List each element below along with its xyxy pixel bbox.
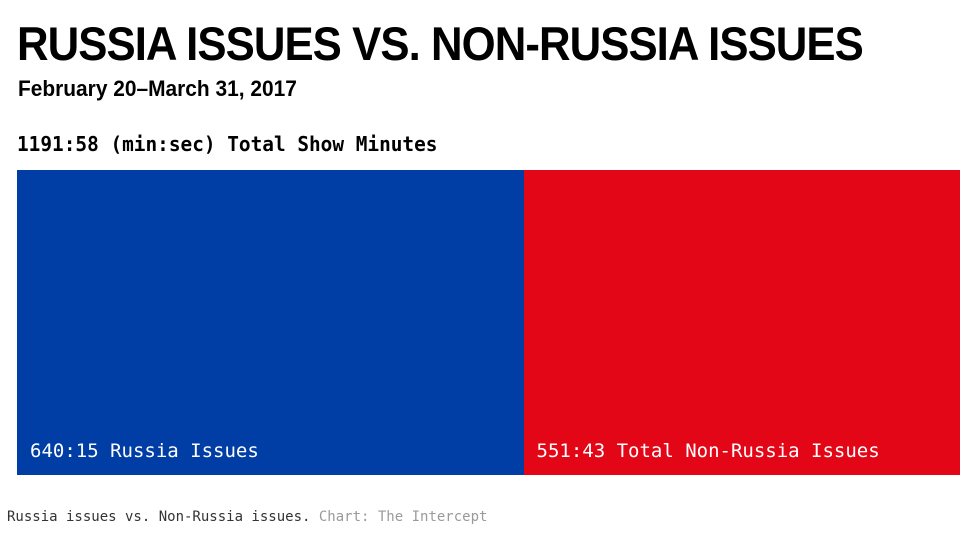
- total-minutes-label: 1191:58 (min:sec) Total Show Minutes: [17, 132, 438, 156]
- segment-non-russia-issues: 551:43 Total Non-Russia Issues: [523, 170, 960, 475]
- segment-russia-issues-label: 640:15 Russia Issues: [30, 440, 259, 462]
- chart-title: RUSSIA ISSUES VS. NON-RUSSIA ISSUES: [17, 17, 864, 70]
- chart-subtitle: February 20–March 31, 2017: [18, 76, 297, 101]
- segment-non-russia-issues-label: 551:43 Total Non-Russia Issues: [536, 440, 880, 462]
- caption-text: Russia issues vs. Non-Russia issues.: [7, 509, 311, 525]
- segment-russia-issues: 640:15 Russia Issues: [17, 170, 524, 475]
- chart-caption: Russia issues vs. Non-Russia issues. Cha…: [7, 507, 487, 527]
- stacked-bar-chart: 640:15 Russia Issues 551:43 Total Non-Rus…: [17, 170, 960, 475]
- caption-credit: Chart: The Intercept: [318, 509, 488, 525]
